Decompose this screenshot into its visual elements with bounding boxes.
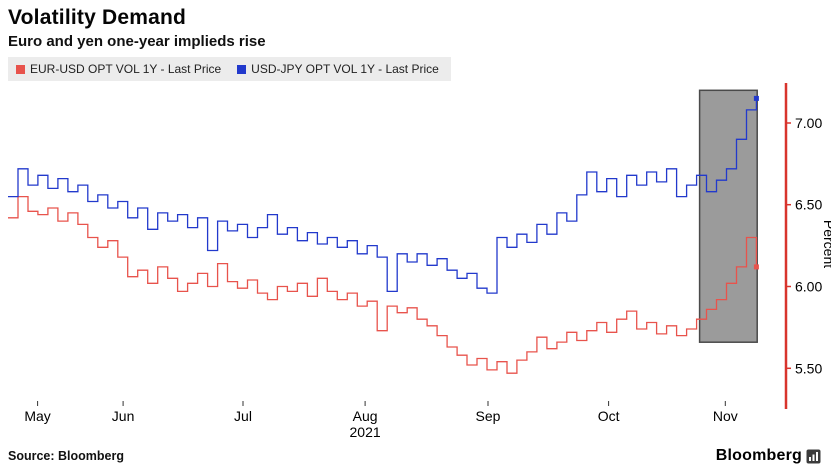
legend-item-usd-jpy: USD-JPY OPT VOL 1Y - Last Price xyxy=(237,62,439,76)
y-tick-label: 6.00 xyxy=(795,279,822,295)
chart-subtitle: Euro and yen one-year implieds rise xyxy=(8,33,266,50)
chart-plot: 5.50 6.00 6.50 7.00 Percent May Jun Jul Aug Sep Oc… xyxy=(8,83,831,440)
x-tick-label: Nov xyxy=(713,408,738,424)
chart-area: 5.50 6.00 6.50 7.00 Percent May Jun Jul Aug Sep Oc… xyxy=(0,83,831,444)
x-tick-label: Oct xyxy=(598,408,620,424)
y-axis-title: Percent xyxy=(821,220,831,268)
y-tick-label: 6.50 xyxy=(795,197,822,213)
bloomberg-logo: Bloomberg xyxy=(716,447,821,465)
chart-title: Volatility Demand xyxy=(8,6,187,29)
bloomberg-logo-icon xyxy=(806,449,821,463)
x-year-label: 2021 xyxy=(350,424,381,439)
series-line-0 xyxy=(8,195,758,374)
x-tick-label: Jun xyxy=(112,408,135,424)
x-tick-label: May xyxy=(24,408,50,424)
x-tick-label: Jul xyxy=(234,408,252,424)
legend-swatch-usd-jpy xyxy=(237,64,247,74)
source-label: Source: Bloomberg xyxy=(8,449,124,463)
legend-item-eur-usd: EUR-USD OPT VOL 1Y - Last Price xyxy=(16,62,221,76)
series-endpoint-0 xyxy=(753,264,759,270)
y-tick-label: 5.50 xyxy=(795,360,822,376)
legend-label-usd-jpy: USD-JPY OPT VOL 1Y - Last Price xyxy=(251,62,439,76)
bloomberg-logo-text: Bloomberg xyxy=(715,447,802,464)
chart-legend: EUR-USD OPT VOL 1Y - Last Price USD-JPY … xyxy=(8,57,451,81)
legend-swatch-eur-usd xyxy=(16,64,25,74)
highlight-region xyxy=(698,89,758,343)
legend-label-eur-usd: EUR-USD OPT VOL 1Y - Last Price xyxy=(30,62,222,76)
series-line-1 xyxy=(8,98,758,294)
x-tick-label: Sep xyxy=(476,408,501,424)
series-endpoint-1 xyxy=(753,95,759,101)
x-tick-label: Aug xyxy=(353,408,378,424)
y-tick-label: 7.00 xyxy=(795,115,822,131)
footer: Source: Bloomberg Bloomberg xyxy=(0,447,831,465)
